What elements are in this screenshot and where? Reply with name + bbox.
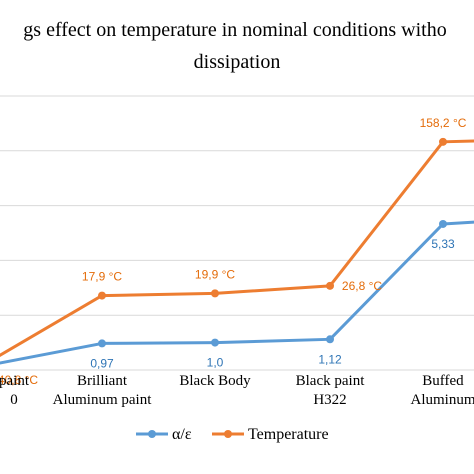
data-label-temperature-4: 158,2 °C xyxy=(420,116,467,130)
legend-marker-alpha-epsilon xyxy=(148,430,156,438)
point-temperature-1 xyxy=(98,291,106,300)
point-temperature-4 xyxy=(439,137,447,146)
data-label-alpha-epsilon-4: 5,33 xyxy=(431,237,455,251)
point-alpha-epsilon-2 xyxy=(211,338,219,347)
series-lines xyxy=(0,137,474,365)
legend-marker-temperature xyxy=(224,430,232,438)
data-label-alpha-epsilon-2: 1,0 xyxy=(207,356,224,370)
data-label-temperature-2: 19,9 °C xyxy=(195,267,235,281)
data-label-temperature-0: -40,8 °C xyxy=(0,373,38,387)
chart-title: gs effect on temperature in nominal cond… xyxy=(23,19,446,73)
legend-label-alpha-epsilon: α/ε xyxy=(172,426,192,443)
title-line-1: dissipation xyxy=(194,51,281,73)
category-label-2-0: Black Body xyxy=(179,373,251,389)
series-line-alpha-epsilon xyxy=(0,220,474,365)
point-temperature-2 xyxy=(211,289,219,298)
data-label-temperature-3: 26,8 °C xyxy=(342,279,382,293)
category-label-0-1: 0 xyxy=(10,392,18,408)
point-alpha-epsilon-4 xyxy=(439,219,447,228)
gridlines xyxy=(0,95,474,371)
data-label-alpha-epsilon-1: 0,97 xyxy=(90,356,114,370)
category-labels: paint 0 Brilliant Aluminum paint Black Body B… xyxy=(0,373,474,408)
point-alpha-epsilon-3 xyxy=(326,335,334,344)
data-labels: 00,971,01,125,33-40,8 °C17,9 °C19,9 °C26… xyxy=(0,116,467,387)
point-temperature-3 xyxy=(326,281,334,290)
series-line-temperature xyxy=(0,139,474,357)
category-label-3-1: H322 xyxy=(313,392,346,408)
data-label-alpha-epsilon-3: 1,12 xyxy=(318,352,342,366)
category-label-4-1: Aluminum xyxy=(410,392,474,408)
title-line-0: gs effect on temperature in nominal cond… xyxy=(23,19,446,41)
category-label-3-0: Black paint xyxy=(296,373,366,389)
category-label-0-0: paint xyxy=(0,373,30,389)
legend-label-temperature: Temperature xyxy=(248,426,329,443)
point-alpha-epsilon-1 xyxy=(98,339,106,348)
legend: α/ε Temperature xyxy=(136,426,329,443)
category-label-1-1: Aluminum paint xyxy=(53,392,153,408)
category-label-1-0: Brilliant xyxy=(77,373,128,389)
data-label-temperature-1: 17,9 °C xyxy=(82,270,122,284)
category-label-4-0: Buffed xyxy=(422,373,464,389)
